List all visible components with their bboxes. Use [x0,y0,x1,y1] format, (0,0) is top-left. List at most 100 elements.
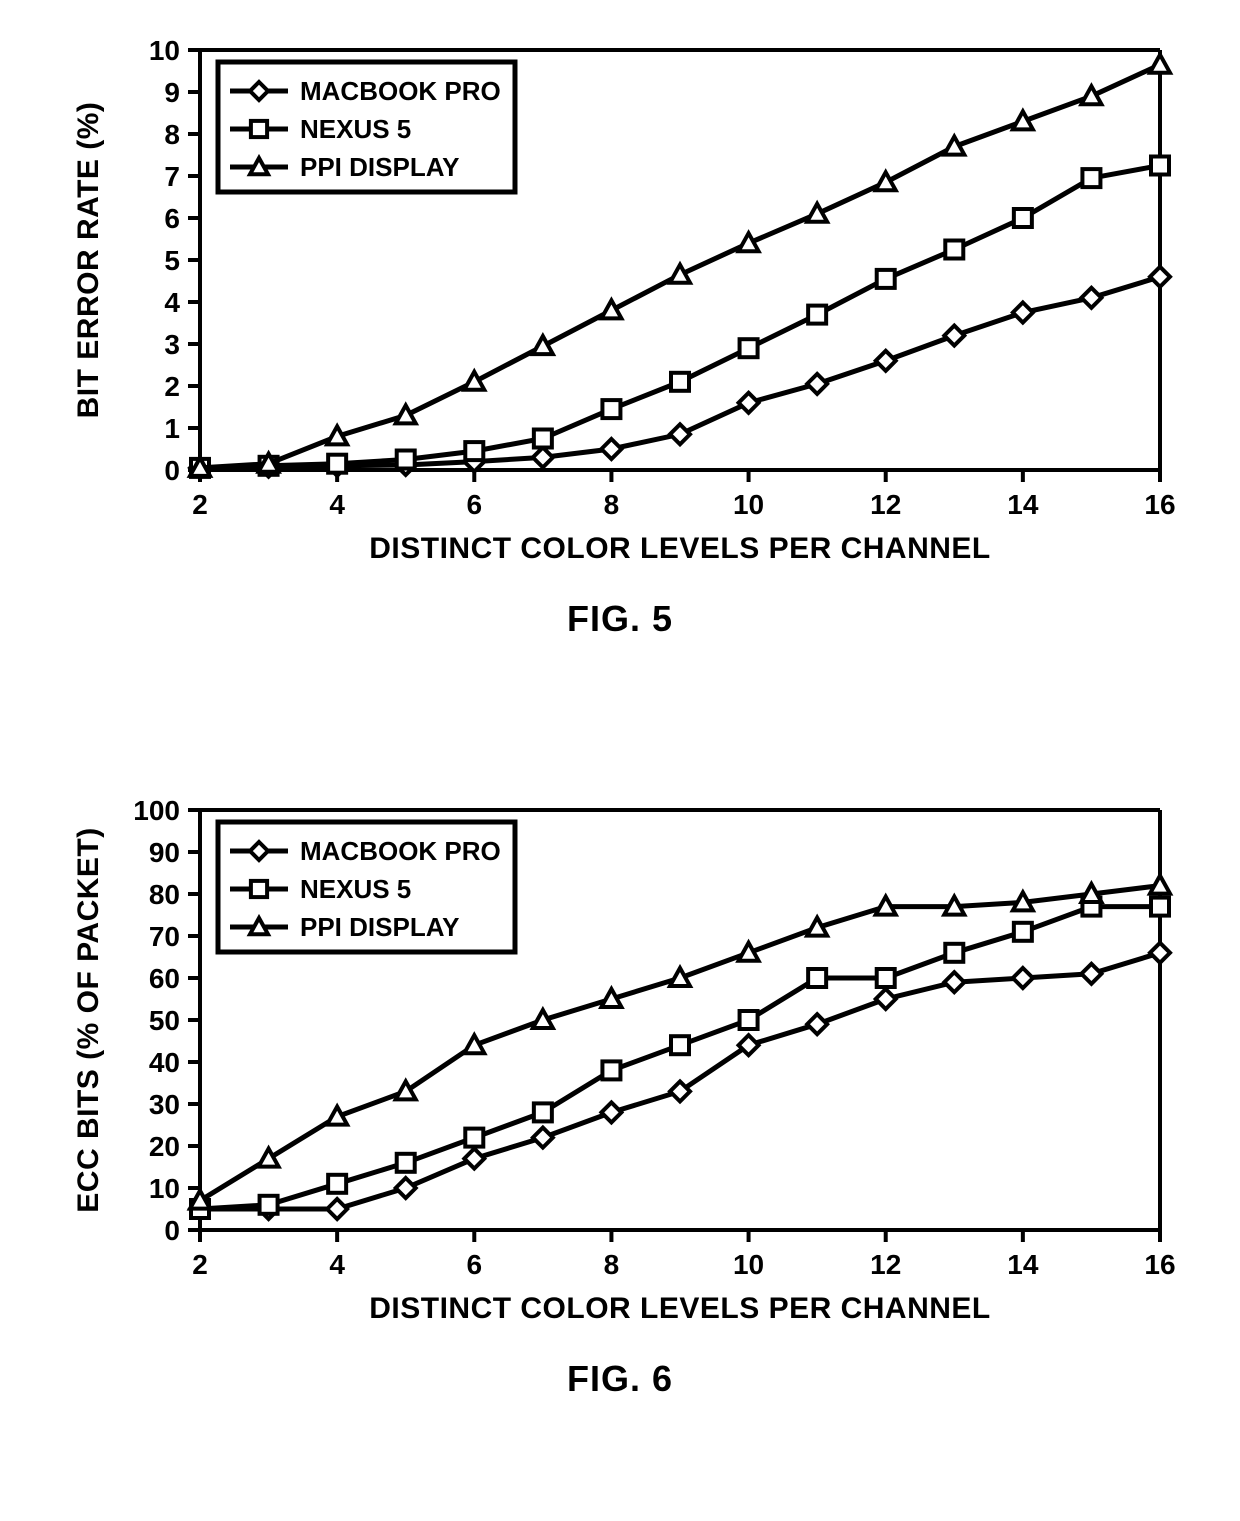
y-tick-label: 100 [133,795,180,826]
y-tick-label: 10 [149,1173,180,1204]
y-tick-label: 9 [164,77,180,108]
legend-label: MACBOOK PRO [300,76,501,106]
x-tick-label: 16 [1144,1249,1175,1280]
legend-label: PPI DISPLAY [300,152,459,182]
diamond-marker [670,424,690,444]
diamond-marker [1150,943,1170,963]
y-axis-label: ECC BITS (% OF PACKET) [72,827,105,1212]
square-marker [877,270,895,288]
diamond-marker [327,1199,347,1219]
diamond-marker [601,1102,621,1122]
square-marker [808,306,826,324]
diamond-marker [739,393,759,413]
triangle-marker [190,1191,210,1209]
triangle-marker [1150,55,1170,73]
triangle-marker [533,1010,553,1028]
triangle-marker [739,233,759,251]
square-marker [1151,157,1169,175]
y-tick-label: 1 [164,413,180,444]
y-tick-label: 10 [149,35,180,66]
x-tick-label: 2 [192,489,208,520]
page: 012345678910246810121416DISTINCT COLOR L… [0,0,1240,1521]
figure-5-chart: 012345678910246810121416DISTINCT COLOR L… [60,20,1180,580]
diamond-marker [944,972,964,992]
square-marker [328,455,346,473]
x-tick-label: 4 [329,489,345,520]
triangle-marker [327,426,347,444]
figure-5-block: 012345678910246810121416DISTINCT COLOR L… [60,20,1180,640]
y-tick-label: 3 [164,329,180,360]
diamond-marker [533,447,553,467]
square-marker [328,1175,346,1193]
diamond-marker [601,439,621,459]
square-marker [877,969,895,987]
triangle-marker [807,204,827,222]
square-marker [534,1103,552,1121]
square-marker [1014,209,1032,227]
y-tick-label: 0 [164,1215,180,1246]
diamond-marker [533,1128,553,1148]
square-marker [1151,898,1169,916]
y-tick-label: 60 [149,963,180,994]
square-marker [740,339,758,357]
x-tick-label: 8 [604,489,620,520]
triangle-marker [464,372,484,390]
triangle-marker [1081,86,1101,104]
legend-label: MACBOOK PRO [300,836,501,866]
x-axis-label: DISTINCT COLOR LEVELS PER CHANNEL [369,1292,991,1325]
x-tick-label: 16 [1144,489,1175,520]
triangle-marker [396,405,416,423]
square-marker [602,400,620,418]
x-tick-label: 2 [192,1249,208,1280]
y-tick-label: 5 [164,245,180,276]
triangle-marker [601,989,621,1007]
square-marker [671,1036,689,1054]
legend-label: NEXUS 5 [300,114,411,144]
triangle-marker [1013,111,1033,129]
x-tick-label: 14 [1007,1249,1039,1280]
y-tick-label: 4 [164,287,180,318]
figure-6-caption: FIG. 6 [60,1358,1180,1400]
square-marker [251,121,267,137]
x-tick-label: 6 [466,489,482,520]
triangle-marker [1081,884,1101,902]
diamond-marker [876,351,896,371]
triangle-marker [876,172,896,190]
x-tick-label: 8 [604,1249,620,1280]
y-tick-label: 2 [164,371,180,402]
x-axis-label: DISTINCT COLOR LEVELS PER CHANNEL [369,532,991,565]
triangle-marker [601,300,621,318]
square-marker [740,1011,758,1029]
square-marker [260,1196,278,1214]
diamond-marker [1150,267,1170,287]
y-axis-label: BIT ERROR RATE (%) [72,102,105,419]
triangle-marker [739,943,759,961]
y-tick-label: 0 [164,455,180,486]
diamond-marker [1013,303,1033,323]
diamond-marker [876,989,896,1009]
square-marker [465,1129,483,1147]
figure-5-caption: FIG. 5 [60,598,1180,640]
diamond-marker [396,1178,416,1198]
square-marker [397,1154,415,1172]
square-marker [671,373,689,391]
triangle-marker [807,918,827,936]
y-tick-label: 50 [149,1005,180,1036]
diamond-marker [807,374,827,394]
x-tick-label: 12 [870,489,901,520]
y-tick-label: 20 [149,1131,180,1162]
x-tick-label: 10 [733,489,764,520]
y-tick-label: 30 [149,1089,180,1120]
triangle-marker [944,137,964,155]
triangle-marker [670,968,690,986]
triangle-marker [1150,876,1170,894]
x-tick-label: 4 [329,1249,345,1280]
diamond-marker [1013,968,1033,988]
square-marker [808,969,826,987]
square-marker [1014,923,1032,941]
triangle-marker [327,1107,347,1125]
figure-6-block: 0102030405060708090100246810121416DISTIN… [60,780,1180,1400]
x-tick-label: 14 [1007,489,1039,520]
diamond-marker [1081,964,1101,984]
x-tick-label: 6 [466,1249,482,1280]
